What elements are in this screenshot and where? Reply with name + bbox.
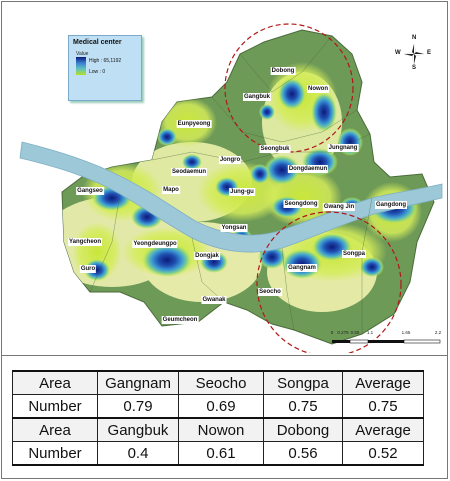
- table-cell: Dobong: [263, 417, 343, 442]
- compass-south-label: S: [412, 65, 417, 71]
- table-row: Number 0.4 0.61 0.56 0.52: [12, 441, 424, 466]
- table-cell: Number: [12, 441, 98, 466]
- table-cell: Gangnam: [97, 370, 179, 395]
- district-label-gwangjin: Gwang Jin: [322, 203, 356, 211]
- district-label-dongjak: Dongjak: [194, 252, 220, 260]
- scale-label: 2.2: [434, 330, 442, 335]
- district-label-yeongdeungpo: Yeongdeungpo: [132, 240, 178, 248]
- table-row: Area Gangbuk Nowon Dobong Average: [12, 417, 424, 442]
- table-cell: Seocho: [178, 370, 264, 395]
- scale-label: 0.55: [350, 330, 360, 335]
- district-label-gangseo: Gangseo: [76, 187, 104, 195]
- district-label-seocho: Seocho: [258, 288, 282, 296]
- district-label-eunpyeong: Eunpyeong: [176, 120, 212, 128]
- table-cell: Songpa: [263, 370, 343, 395]
- compass-north-label: N: [412, 35, 417, 41]
- table-cell: Number: [12, 394, 98, 419]
- compass-west-label: W: [395, 50, 401, 56]
- district-label-songpa: Songpa: [342, 250, 366, 258]
- compass-east-label: E: [427, 50, 432, 56]
- scale-label: 0.275: [337, 330, 349, 335]
- south-focus-circle: [256, 211, 402, 353]
- district-label-yongsan: Yongsan: [220, 224, 248, 232]
- district-label-dongdaemun: Dongdaemun: [287, 165, 329, 173]
- table-cell: Area: [12, 417, 98, 442]
- legend-title: Medical center: [73, 39, 122, 46]
- table-cell: 0.79: [97, 394, 179, 419]
- table-row: Area Gangnam Seocho Songpa Average: [12, 370, 424, 395]
- legend-subtitle: Value: [76, 51, 89, 57]
- district-label-nowon: Nowon: [307, 85, 329, 93]
- district-label-gwanak: Gwanak: [201, 296, 227, 304]
- seoul-density-map: Medical center Value High : 65,1192 Low …: [2, 2, 447, 353]
- district-label-mapo: Mapo: [162, 186, 180, 194]
- table-cell: 0.69: [178, 394, 264, 419]
- scale-label: 1.1: [366, 330, 374, 335]
- section-divider: [1, 355, 448, 356]
- district-label-seodaemun: Seodaemun: [170, 168, 208, 176]
- district-label-guro: Guro: [79, 265, 97, 273]
- district-label-jongro: Jongro: [218, 156, 242, 164]
- table-cell: Area: [12, 370, 98, 395]
- table-cell: 0.4: [97, 441, 179, 466]
- district-label-geumcheon: Geumcheon: [161, 316, 199, 324]
- table-cell: Average: [342, 370, 424, 395]
- ratio-table: Area Gangnam Seocho Songpa Average Numbe…: [12, 370, 424, 466]
- district-label-gangbuk: Gangbuk: [242, 93, 272, 101]
- district-label-dobong: Dobong: [270, 67, 296, 75]
- table-row: Number 0.79 0.69 0.75 0.75: [12, 394, 424, 419]
- table-cell: Average: [342, 417, 424, 442]
- scale-label: 0: [330, 330, 334, 335]
- table-cell: 0.56: [263, 441, 343, 466]
- table-cell: 0.75: [263, 394, 343, 419]
- legend-low-label: Low : 0: [89, 69, 106, 75]
- table-cell: 0.52: [342, 441, 424, 466]
- district-label-yangcheon: Yangcheon: [67, 238, 103, 246]
- table-cell: 0.61: [178, 441, 264, 466]
- table-cell: 0.75: [342, 394, 424, 419]
- district-label-gangdong: Gangdong: [375, 201, 407, 209]
- district-label-jungnang: Jungnang: [327, 144, 359, 152]
- district-label-jung-gu: Jung-gu: [229, 188, 255, 196]
- map-legend: Medical center Value High : 65,1192 Low …: [68, 35, 142, 101]
- district-label-seongbuk: Seongbuk: [259, 145, 291, 153]
- district-label-seongdong: Seongdong: [283, 200, 319, 208]
- table-cell: Nowon: [178, 417, 264, 442]
- han-river: [19, 141, 443, 253]
- district-label-gangnam: Gangnam: [287, 264, 317, 272]
- scale-bar: [332, 339, 441, 344]
- compass-rose-icon: [404, 44, 424, 64]
- table-cell: Gangbuk: [97, 417, 179, 442]
- legend-high-label: High : 65,1192: [89, 58, 122, 64]
- scale-label: 1.65: [401, 330, 411, 335]
- legend-color-ramp: [76, 57, 86, 75]
